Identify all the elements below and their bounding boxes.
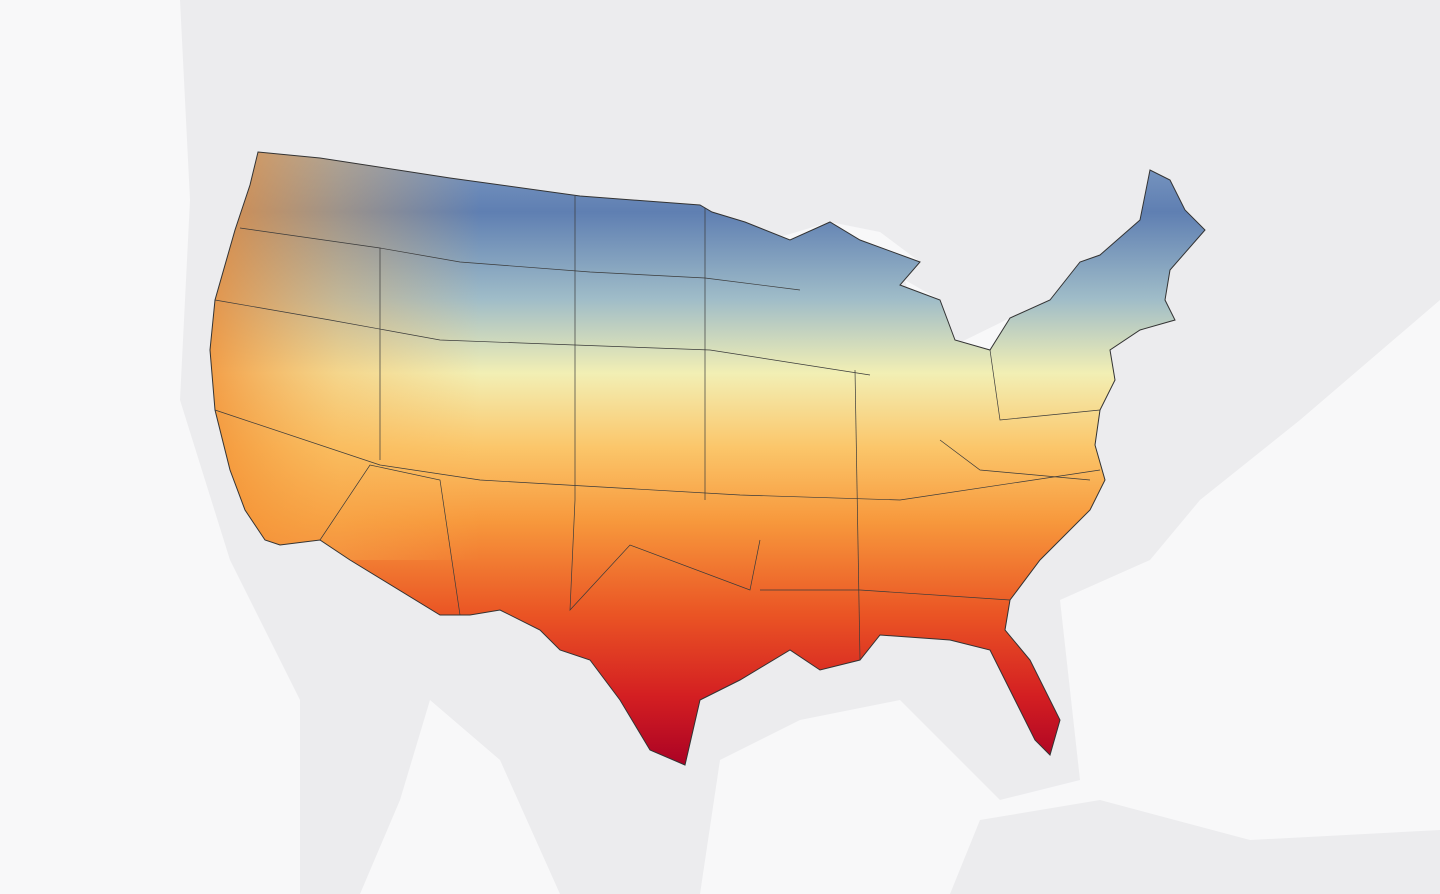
west-warm-overlay [210,152,500,560]
state-lines [214,196,1101,661]
